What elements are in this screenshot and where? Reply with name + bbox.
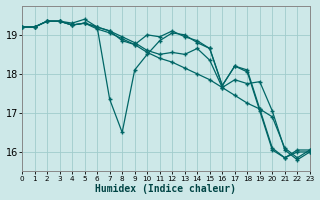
X-axis label: Humidex (Indice chaleur): Humidex (Indice chaleur) <box>95 184 236 194</box>
